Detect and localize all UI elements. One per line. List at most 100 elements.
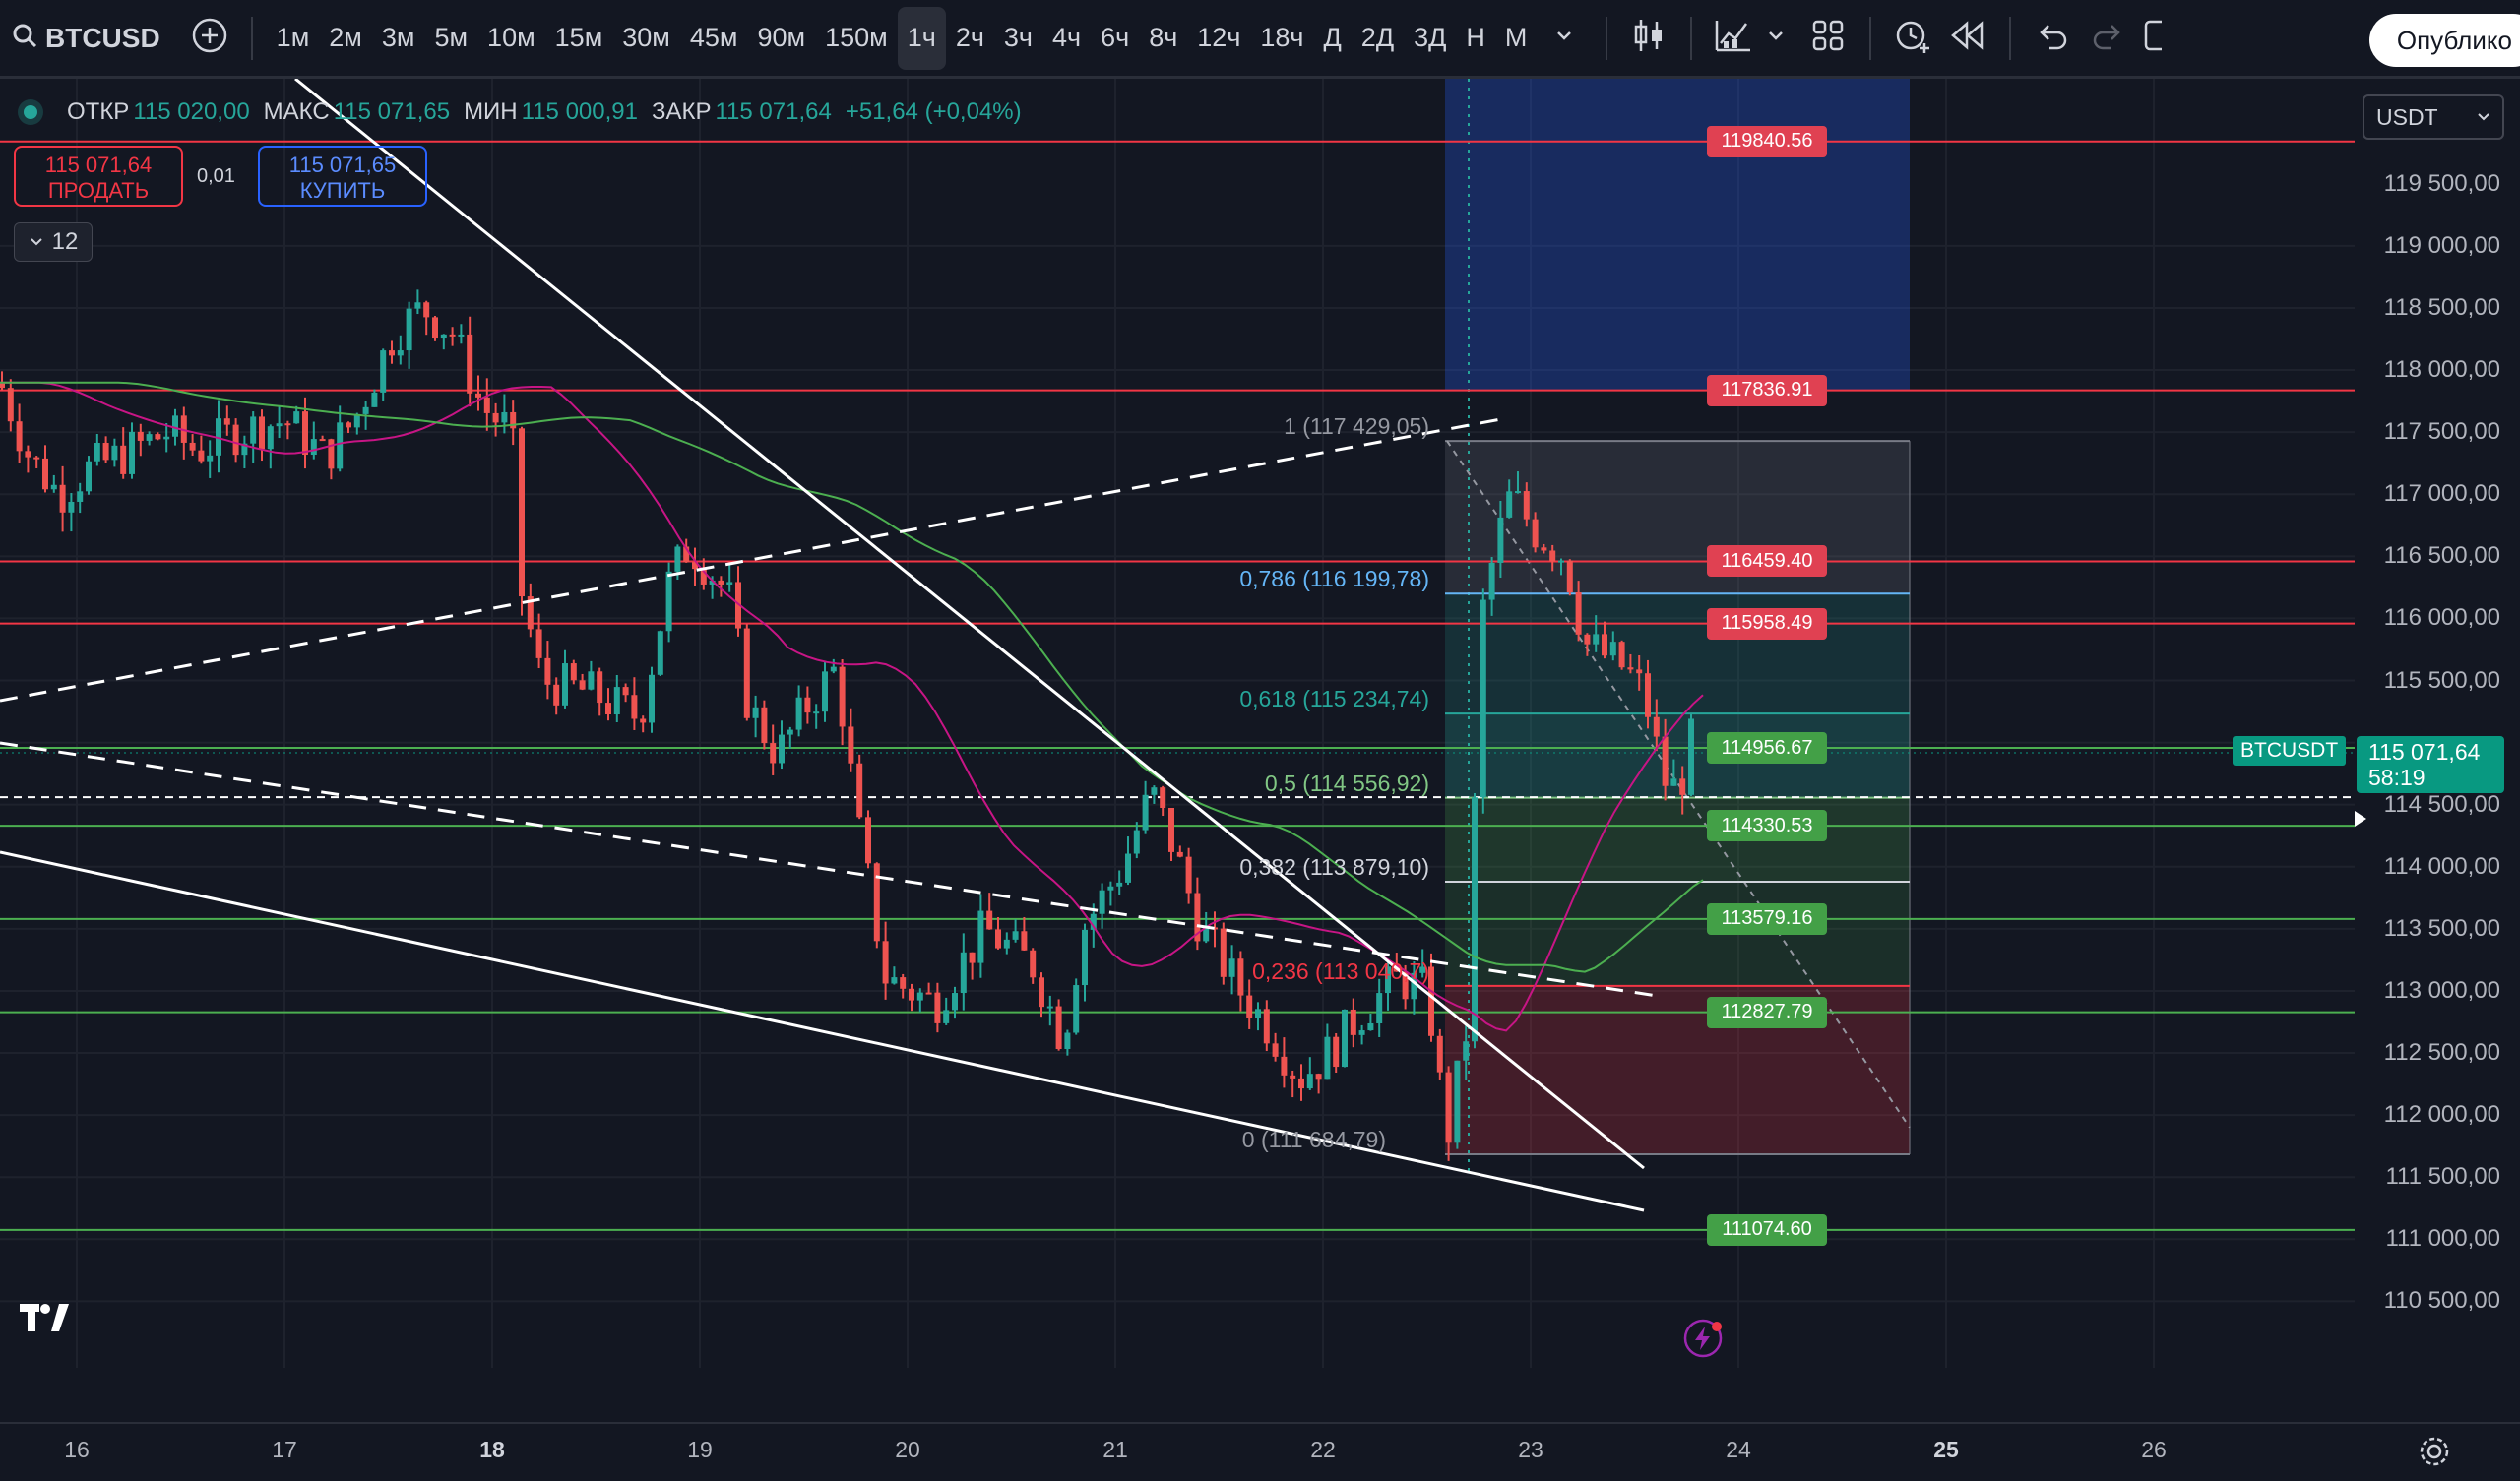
candle-body	[1099, 890, 1105, 914]
candle-body	[1073, 985, 1080, 1033]
date-tick: 21	[1102, 1437, 1128, 1462]
tradingview-logo[interactable]	[18, 1297, 77, 1346]
candle-body	[1324, 1036, 1331, 1080]
candle-body	[362, 406, 369, 414]
interval-button[interactable]: 1м	[276, 23, 310, 52]
candle-body	[726, 582, 733, 585]
candle-body	[353, 413, 360, 428]
candle-body	[120, 445, 127, 474]
candle-body	[397, 350, 404, 356]
candle-body	[458, 334, 465, 337]
indicators-collapse-button[interactable]: 12	[14, 222, 93, 262]
trend-line	[0, 850, 1645, 1212]
candle-body	[94, 443, 100, 462]
interval-dropdown-button[interactable]	[1537, 7, 1592, 70]
interval-button[interactable]: 1ч	[897, 6, 946, 70]
candle-body	[1454, 1060, 1461, 1143]
level-price-label[interactable]: 116459.40	[1707, 545, 1827, 578]
interval-button[interactable]: 2Д	[1360, 23, 1395, 52]
chart-area[interactable]	[0, 79, 2520, 1481]
date-tick: 17	[272, 1437, 297, 1462]
level-price-label[interactable]: 114956.67	[1707, 732, 1827, 765]
interval-button[interactable]: 15м	[554, 23, 603, 52]
candle-body	[1602, 634, 1607, 656]
interval-button[interactable]: 3м	[381, 23, 415, 52]
candle-body	[241, 443, 248, 456]
compare-add-button[interactable]	[182, 7, 237, 70]
candle-body	[1575, 592, 1582, 635]
layout-button[interactable]	[1800, 7, 1856, 70]
candle-body	[995, 929, 1001, 949]
indicators-dropdown-button[interactable]	[1761, 7, 1791, 70]
candle-body	[657, 631, 663, 675]
indicators-button[interactable]	[1706, 7, 1761, 70]
interval-button[interactable]: 5м	[434, 23, 469, 52]
candle-body	[77, 491, 84, 502]
chart-canvas[interactable]	[0, 79, 2520, 1481]
interval-button[interactable]: 45м	[689, 23, 738, 52]
replay-button[interactable]	[1940, 7, 1995, 70]
interval-button[interactable]: 90м	[757, 23, 806, 52]
currency-select[interactable]: USDT	[2362, 94, 2504, 140]
level-price-label[interactable]: 111074.60	[1707, 1213, 1827, 1246]
fib-zone	[1445, 797, 1910, 883]
toolbar-divider	[2009, 16, 2012, 60]
candle-body	[1082, 929, 1088, 986]
candle-body	[371, 392, 378, 407]
high-label: МАКС	[263, 98, 330, 125]
publish-button[interactable]: Опублико	[2368, 14, 2520, 67]
chevron-down-icon	[1766, 26, 1786, 50]
symbol-search[interactable]: BTCUSD	[12, 9, 160, 68]
current-symbol-tag: BTCUSDT	[2233, 736, 2347, 766]
level-price-label[interactable]: 117836.91	[1707, 374, 1827, 406]
level-price-label[interactable]: 115958.49	[1707, 607, 1827, 640]
settings-button[interactable]	[2418, 1435, 2451, 1473]
candle-body	[68, 501, 75, 513]
candle-body	[389, 350, 395, 356]
interval-button[interactable]: 2м	[329, 23, 362, 52]
interval-button[interactable]: 3ч	[1003, 23, 1033, 52]
candle-body	[925, 992, 932, 995]
chart-type-button[interactable]	[1621, 7, 1676, 70]
candle-body	[475, 393, 481, 398]
candle-body	[216, 418, 221, 456]
interval-button[interactable]: 3Д	[1414, 23, 1447, 52]
sell-button[interactable]: 115 071,64 ПРОДАТЬ	[14, 146, 183, 207]
candle-body	[111, 445, 118, 461]
interval-button[interactable]: 6ч	[1101, 23, 1130, 52]
interval-button[interactable]: 2ч	[955, 23, 984, 52]
price-tick: 112 000,00	[2383, 1101, 2500, 1129]
candle-body	[50, 484, 57, 490]
interval-button[interactable]: 8ч	[1149, 23, 1178, 52]
buy-button[interactable]: 115 071,65 КУПИТЬ	[258, 146, 427, 207]
candle-body	[1012, 931, 1019, 940]
alert-button[interactable]	[1885, 7, 1940, 70]
candle-body	[276, 423, 283, 427]
interval-button[interactable]: 150м	[825, 23, 888, 52]
interval-button[interactable]: М	[1504, 23, 1528, 52]
fib-zone	[1445, 441, 1910, 594]
interval-button[interactable]: Д	[1323, 23, 1342, 52]
undo-button[interactable]	[2025, 7, 2080, 70]
redo-button[interactable]	[2080, 7, 2135, 70]
candle-body	[1055, 1006, 1062, 1050]
chevron-down-icon	[29, 234, 44, 250]
interval-button[interactable]: 30м	[622, 23, 670, 52]
level-price-label[interactable]: 114330.53	[1707, 810, 1827, 842]
candle-body	[129, 431, 135, 474]
candle-body	[1541, 547, 1547, 551]
level-price-label[interactable]: 119840.56	[1707, 125, 1827, 157]
candle-body	[1272, 1043, 1279, 1057]
fullscreen-button[interactable]	[2135, 7, 2168, 70]
candle-body	[613, 687, 620, 715]
candle-body	[882, 941, 889, 984]
interval-button[interactable]: Н	[1466, 23, 1485, 52]
level-price-label[interactable]: 112827.79	[1707, 996, 1827, 1028]
level-price-label[interactable]: 113579.16	[1707, 902, 1827, 935]
date-tick: 22	[1310, 1437, 1336, 1462]
interval-button[interactable]: 4ч	[1052, 23, 1082, 52]
lightning-alert-button[interactable]	[1681, 1317, 1725, 1365]
interval-button[interactable]: 12ч	[1197, 23, 1241, 52]
interval-button[interactable]: 18ч	[1260, 23, 1304, 52]
interval-button[interactable]: 10м	[487, 23, 536, 52]
